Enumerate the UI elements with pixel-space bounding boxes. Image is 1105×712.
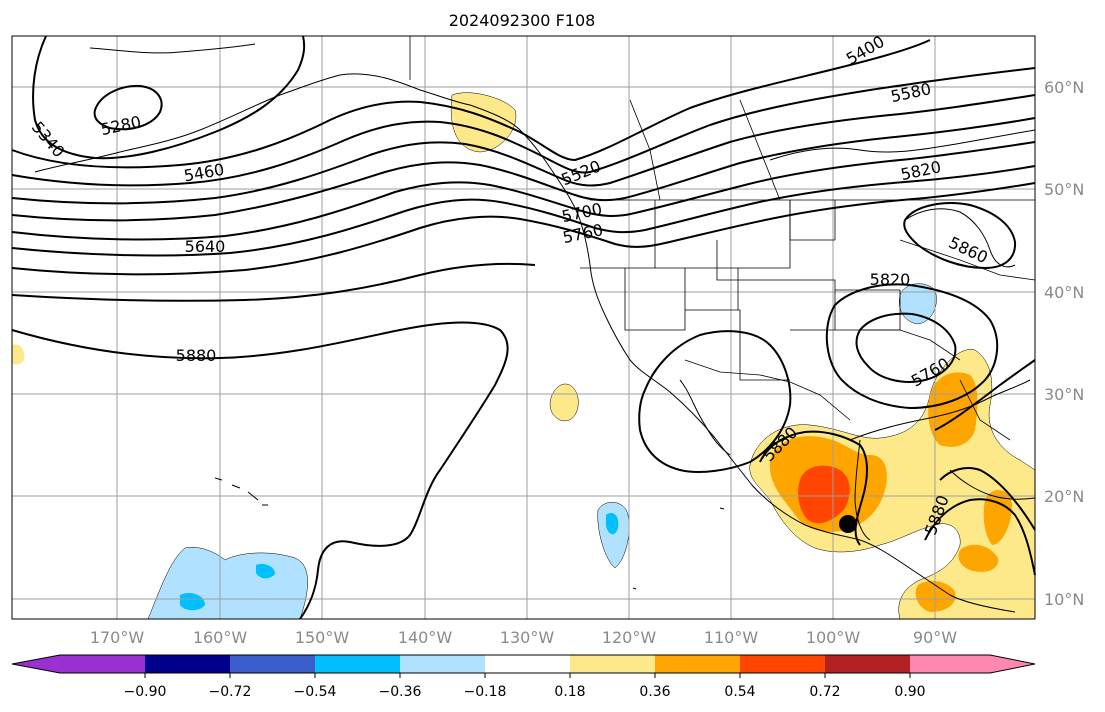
lat-label: 50°N [1044, 180, 1084, 199]
anomaly-strong-positive-mexico [798, 465, 850, 524]
anomaly-strong-negative-2 [256, 564, 275, 579]
lon-label: 120°W [602, 628, 657, 647]
colorbar-ticks [144, 673, 911, 678]
colorbar-segment [910, 655, 990, 673]
lon-label: 170°W [90, 628, 145, 647]
lon-label: 130°W [500, 628, 555, 647]
colorbar: −0.90 −0.72 −0.54 −0.36 −0.18 0.18 0.36 … [11, 654, 1036, 700]
colorbar-tick-label: 0.36 [639, 684, 670, 700]
anomaly-strong-negative-eastpacific [606, 512, 619, 535]
borders [409, 36, 1036, 441]
longitude-labels: 170°W 160°W 150°W 140°W 130°W 120°W 110°… [90, 628, 957, 647]
contour-label: 5640 [185, 237, 226, 256]
colorbar-tick-label: −0.18 [464, 684, 507, 700]
colorbar-tick-label: −0.54 [294, 684, 337, 700]
colorbar-segment [400, 655, 485, 673]
anomaly-moderate-positive-centralamerica [915, 580, 956, 612]
colorbar-tick-label: −0.72 [209, 684, 252, 700]
map-panel: 5280 5340 5400 5460 5520 5580 5640 5700 … [11, 32, 1036, 620]
colorbar-segment [145, 655, 230, 673]
lon-label: 90°W [913, 628, 957, 647]
lon-label: 110°W [704, 628, 759, 647]
colorbar-tick-label: 0.90 [894, 684, 925, 700]
colorbar-segment [230, 655, 315, 673]
lat-label: 10°N [1044, 590, 1084, 609]
map-frame [11, 35, 1036, 620]
colorbar-segment [825, 655, 910, 673]
contour-label: 5820 [870, 270, 911, 289]
colorbar-tick-label: −0.90 [124, 684, 167, 700]
lon-label: 140°W [398, 628, 453, 647]
colorbar-segment [315, 655, 400, 673]
colorbar-segment [740, 655, 825, 673]
anomaly-moderate-positive-caribbean [983, 489, 1012, 545]
colorbar-tick-label: 0.72 [809, 684, 840, 700]
latitude-labels: 60°N 50°N 40°N 30°N 20°N 10°N [1044, 78, 1084, 609]
colorbar-tick-label: −0.36 [379, 684, 422, 700]
anomaly-moderate-positive-2 [958, 544, 999, 572]
coastlines [34, 43, 1036, 613]
colorbar-segment [570, 655, 655, 673]
colorbar-extend-low [12, 655, 60, 673]
anomaly-strong-negative-1 [180, 593, 205, 611]
lon-label: 150°W [295, 628, 350, 647]
anomaly-negative-eastpacific [597, 502, 630, 569]
gridlines [12, 36, 1035, 619]
height-contours [11, 35, 1036, 620]
storm-center-marker [839, 515, 857, 533]
colorbar-extend-high [990, 655, 1035, 673]
colorbar-segment [60, 655, 145, 673]
anomaly-moderate-positive-southeast [928, 372, 978, 447]
anomaly-positive-westedge [12, 344, 25, 365]
shaded-anomaly-field [12, 92, 1036, 620]
colorbar-segment [655, 655, 740, 673]
lat-label: 60°N [1044, 78, 1084, 97]
colorbar-segment [485, 655, 570, 673]
colorbar-tick-label: 0.54 [724, 684, 755, 700]
colorbar-tick-label: 0.18 [554, 684, 585, 700]
lon-label: 160°W [193, 628, 248, 647]
lon-label: 100°W [806, 628, 861, 647]
map-title: 2024092300 F108 [449, 11, 596, 30]
lat-label: 20°N [1044, 487, 1084, 506]
anomaly-positive-pacific [549, 383, 579, 422]
colorbar-outline [11, 654, 1036, 674]
lat-label: 30°N [1044, 385, 1084, 404]
contour-label: 5880 [176, 346, 217, 365]
lat-label: 40°N [1044, 283, 1084, 302]
